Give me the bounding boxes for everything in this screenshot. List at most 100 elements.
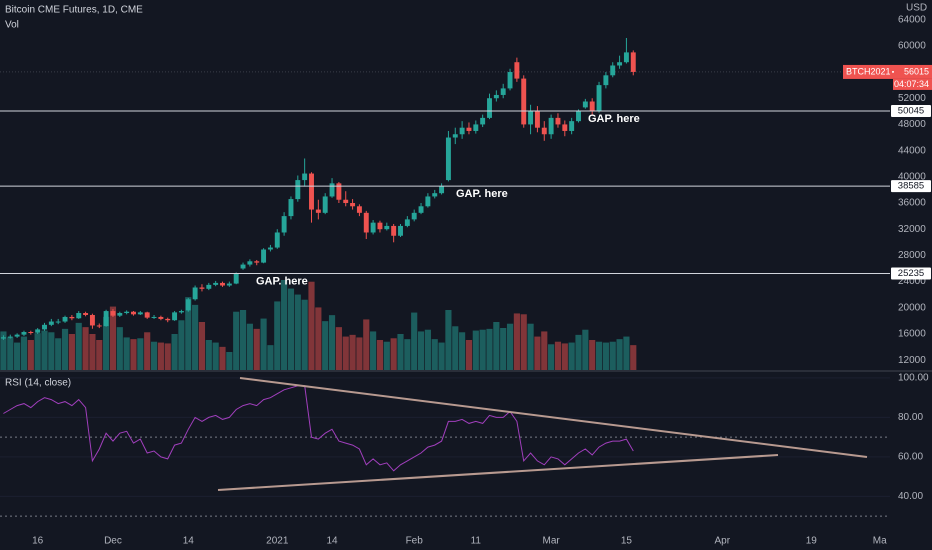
candle-body bbox=[439, 185, 445, 194]
rsi-tick-label: 80.00 bbox=[898, 412, 923, 423]
volume-bar bbox=[493, 322, 500, 370]
candle-body bbox=[582, 101, 588, 108]
level-label: 38585 bbox=[898, 181, 924, 192]
candle-body bbox=[350, 203, 356, 207]
volume-bar bbox=[342, 336, 349, 370]
candle-body bbox=[411, 212, 417, 220]
y-tick-label: 36000 bbox=[898, 198, 926, 209]
candle-body bbox=[404, 219, 410, 226]
volume-bar bbox=[116, 327, 123, 370]
candle-body bbox=[35, 329, 41, 333]
volume-bar bbox=[390, 338, 397, 370]
candle-body bbox=[418, 206, 424, 213]
volume-bar bbox=[144, 332, 151, 370]
rsi-line bbox=[3, 385, 634, 472]
level-label-box bbox=[891, 267, 931, 280]
candle-body bbox=[124, 311, 130, 314]
volume-bar bbox=[575, 334, 582, 370]
volume-bar bbox=[363, 319, 370, 370]
volume-bar bbox=[582, 329, 589, 370]
volume-bar bbox=[301, 299, 308, 370]
volume-bar bbox=[520, 314, 527, 370]
candle-body bbox=[363, 212, 369, 233]
chart-title: Bitcoin CME Futures, 1D, CME bbox=[5, 5, 143, 16]
candle-body bbox=[62, 316, 68, 322]
candle-body bbox=[315, 209, 321, 213]
volume-bar bbox=[616, 339, 623, 370]
candle-body bbox=[165, 318, 171, 321]
candle-body bbox=[569, 121, 575, 131]
candle-body bbox=[89, 314, 95, 326]
volume-label: Vol bbox=[5, 20, 19, 31]
countdown-box bbox=[893, 78, 932, 90]
separator-dot bbox=[892, 70, 894, 73]
last-price-box bbox=[843, 64, 932, 79]
volume-bar bbox=[424, 329, 431, 370]
candle-body bbox=[247, 261, 253, 265]
candle-body bbox=[42, 324, 47, 330]
marks-layer bbox=[0, 37, 890, 472]
candle-body bbox=[131, 311, 136, 315]
volume-bar bbox=[14, 342, 21, 370]
volume-bar bbox=[397, 334, 404, 370]
y-tick-label: 48000 bbox=[898, 119, 926, 130]
y-tick-label: 24000 bbox=[898, 276, 926, 287]
x-tick-label: Ma bbox=[873, 536, 887, 547]
volume-bar bbox=[75, 322, 82, 370]
volume-bar bbox=[192, 304, 199, 370]
x-tick-label: 14 bbox=[183, 536, 195, 547]
candle-body bbox=[329, 183, 335, 197]
volume-bar bbox=[438, 342, 445, 370]
rsi-tick-label: 100.00 bbox=[898, 373, 929, 384]
volume-bar bbox=[68, 334, 75, 370]
candle-body bbox=[178, 311, 184, 313]
volume-bar bbox=[322, 321, 329, 370]
volume-bar bbox=[82, 327, 89, 370]
candle-body bbox=[288, 199, 294, 217]
y-tick-label: 64000 bbox=[898, 14, 926, 25]
candle-body bbox=[398, 225, 403, 236]
candle-body bbox=[541, 127, 547, 135]
volume-bar bbox=[431, 339, 438, 370]
volume-bar bbox=[459, 332, 466, 370]
candle-body bbox=[117, 313, 123, 316]
candle-body bbox=[391, 225, 397, 236]
y-tick-label: 32000 bbox=[898, 224, 926, 235]
candle-body bbox=[158, 316, 164, 319]
volume-bar bbox=[315, 307, 322, 370]
level-label-box bbox=[891, 180, 931, 193]
x-tick-label: Feb bbox=[406, 536, 424, 547]
candle-body bbox=[487, 98, 492, 118]
candle-body bbox=[144, 312, 150, 318]
volume-bar bbox=[541, 331, 548, 370]
annotation: GAP. here bbox=[256, 275, 308, 287]
candle-body bbox=[48, 321, 54, 325]
candle-body bbox=[233, 273, 239, 284]
volume-bar bbox=[404, 339, 411, 370]
candle-body bbox=[0, 337, 6, 339]
volume-bar bbox=[452, 326, 459, 370]
volume-bar bbox=[246, 323, 253, 370]
candle-body bbox=[76, 313, 82, 319]
candle-body bbox=[507, 72, 513, 89]
volume-bar bbox=[417, 331, 425, 370]
candle-body bbox=[500, 88, 506, 95]
volume-bar bbox=[465, 340, 473, 370]
volume-bar bbox=[328, 315, 336, 370]
candle-body bbox=[425, 196, 431, 207]
annotation: GAP. here bbox=[588, 113, 640, 125]
trend-line bbox=[217, 454, 779, 491]
candle-body bbox=[302, 173, 308, 181]
candle-body bbox=[69, 316, 75, 319]
candle-body bbox=[213, 282, 219, 285]
volume-bar bbox=[335, 327, 342, 370]
volume-bar bbox=[171, 334, 178, 370]
candle-body bbox=[370, 222, 376, 233]
volume-bar bbox=[548, 344, 555, 370]
volume-bar bbox=[506, 323, 514, 370]
candle-body bbox=[377, 222, 383, 230]
candle-body bbox=[548, 117, 554, 135]
volume-bar bbox=[260, 318, 267, 370]
